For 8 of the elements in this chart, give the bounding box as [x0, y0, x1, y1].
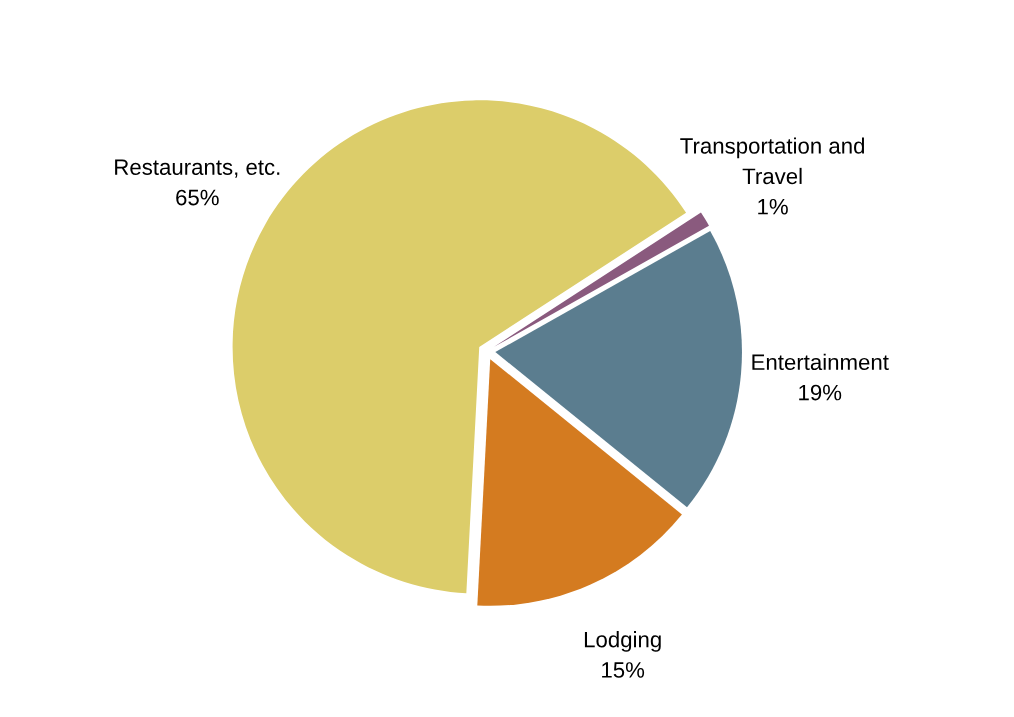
data-label: 15%	[602, 662, 645, 678]
slice-label: Entertainment	[752, 353, 889, 371]
data-label: 1%	[758, 198, 788, 215]
slice-label: Transportation and Travel	[680, 137, 865, 185]
slice-label: Lodging	[584, 631, 661, 652]
slice-label: Restaurants, etc.	[115, 159, 280, 178]
data-label: 65%	[176, 189, 219, 206]
data-label: 19%	[799, 384, 842, 401]
